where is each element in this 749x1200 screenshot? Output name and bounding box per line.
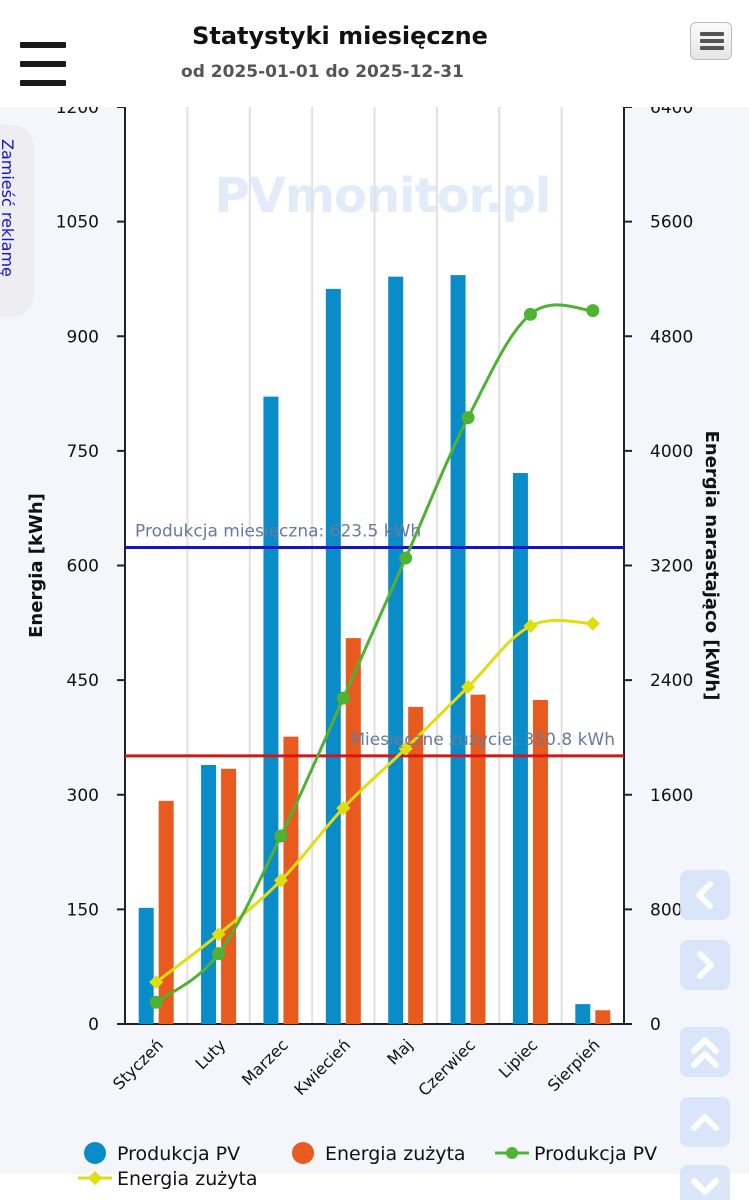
page-subtitle: od 2025-01-01 do 2025-12-31 <box>181 62 464 82</box>
bar-consumption <box>595 1010 611 1024</box>
right-tick-label: 2400 <box>650 671 693 691</box>
reference-label: Produkcja miesięczna: 623.5 kWh <box>135 522 421 542</box>
bar-production <box>138 907 154 1024</box>
left-tick-label: 450 <box>67 671 99 691</box>
left-tick-label: 750 <box>67 442 99 462</box>
legend-label: Produkcja PV <box>534 1143 657 1165</box>
point-production <box>523 307 537 321</box>
legend-marker <box>84 1142 106 1164</box>
bar-consumption <box>345 638 361 1024</box>
double-chevron-up-icon[interactable] <box>680 1027 730 1077</box>
point-consumption <box>398 741 413 756</box>
bar-consumption <box>158 800 174 1024</box>
bar-production <box>512 473 528 1024</box>
bar-production <box>388 276 404 1024</box>
left-tick-label: 300 <box>67 786 99 806</box>
right-tick-label: 5600 <box>650 213 693 233</box>
point-consumption <box>585 616 600 631</box>
legend-marker <box>506 1147 518 1159</box>
point-production <box>586 304 600 318</box>
right-tick-label: 800 <box>650 900 682 920</box>
watermark: PVmonitor.pl <box>215 168 551 224</box>
ad-tab-label: Zamieść reklamę <box>0 139 17 277</box>
left-tick-label: 600 <box>67 557 99 577</box>
point-consumption <box>211 927 226 942</box>
line-consumption <box>155 618 593 984</box>
left-tick-label: 150 <box>67 900 99 920</box>
ad-tab[interactable]: Zamieść reklamę <box>0 125 34 317</box>
right-tick-label: 4000 <box>650 442 693 462</box>
right-tick-label: 4800 <box>650 327 693 347</box>
menu-icon[interactable] <box>690 22 732 60</box>
right-axis-title: Energia narastająco [kWh] <box>701 431 722 701</box>
point-production <box>212 947 226 961</box>
point-production <box>336 691 350 705</box>
point-consumption <box>149 975 164 990</box>
bar-production <box>325 288 341 1024</box>
chevron-up-icon[interactable] <box>680 1097 730 1147</box>
point-production <box>399 551 413 565</box>
legend-label: Produkcja PV <box>117 1143 240 1165</box>
legend-label: Energia zużyta <box>117 1168 258 1190</box>
bar-production <box>201 764 217 1024</box>
legend-label: Energia zużyta <box>325 1143 466 1165</box>
left-axis-title: Energia [kWh] <box>26 493 47 638</box>
reference-label: Miesięczne zużycie: 350.8 kWh <box>350 730 615 750</box>
left-tick-label: 1050 <box>56 213 99 233</box>
left-tick-label: 900 <box>67 327 99 347</box>
bar-consumption <box>532 699 548 1024</box>
hamburger-icon[interactable] <box>20 42 66 86</box>
point-production <box>149 995 163 1009</box>
legend-marker <box>87 1170 103 1186</box>
line-production <box>155 303 593 1004</box>
legend-marker <box>292 1142 314 1164</box>
point-consumption <box>336 801 351 816</box>
bar-consumption <box>221 768 237 1024</box>
chevron-down-icon[interactable] <box>680 1165 730 1200</box>
point-production <box>274 829 288 843</box>
bar-consumption <box>408 706 424 1024</box>
point-consumption <box>460 679 476 694</box>
bar-consumption <box>470 694 486 1024</box>
page-header: Statystyki miesięczne od 2025-01-01 do 2… <box>0 0 749 107</box>
point-consumption <box>273 873 289 888</box>
point-consumption <box>523 619 538 634</box>
bar-production <box>575 1004 591 1024</box>
bar-production <box>263 396 279 1025</box>
left-tick-label: 0 <box>88 1015 99 1035</box>
page-title: Statystyki miesięczne <box>192 22 488 50</box>
right-tick-label: 3200 <box>650 557 693 577</box>
right-tick-label: 0 <box>650 1015 661 1035</box>
bar-production <box>450 275 466 1024</box>
chevron-right-icon[interactable] <box>680 940 730 990</box>
chevron-left-icon[interactable] <box>680 870 730 920</box>
point-production <box>461 411 475 425</box>
right-tick-label: 1600 <box>650 786 693 806</box>
